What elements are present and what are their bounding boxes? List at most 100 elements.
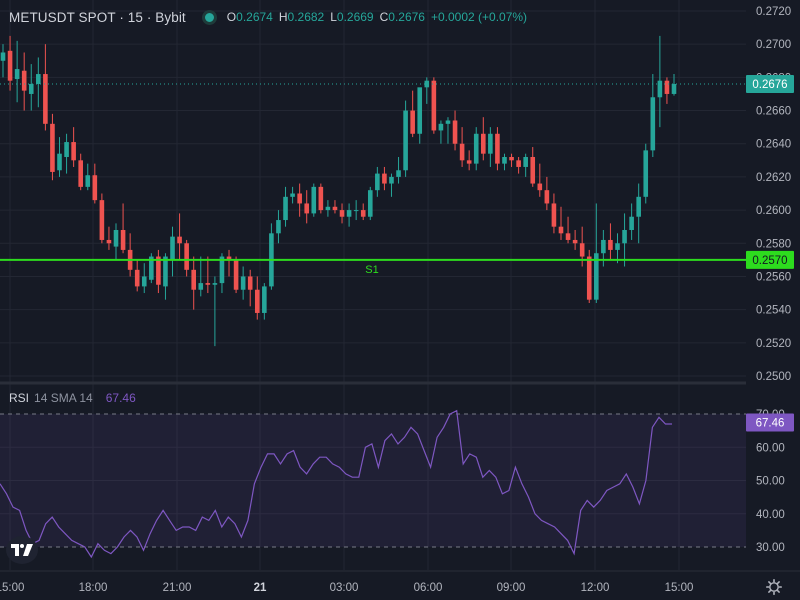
- candle: [389, 173, 394, 197]
- price-tick-label: 0.2640: [756, 139, 791, 151]
- candle-body: [346, 210, 352, 217]
- candle-body: [544, 190, 550, 204]
- time-tick-label: 06:00: [414, 582, 443, 594]
- candle-body: [141, 276, 147, 287]
- axis-price-labels: 0.2676 0.2570 67.46: [746, 75, 794, 432]
- candle-body: [586, 256, 592, 300]
- candle: [353, 200, 359, 221]
- candle-body: [608, 239, 613, 250]
- rsi-legend[interactable]: RSI 14 SMA 14 67.46: [9, 391, 136, 405]
- candle-body: [629, 216, 634, 230]
- price-tick-label: 0.2720: [756, 6, 791, 18]
- candle-body: [134, 269, 140, 287]
- candle-body: [262, 286, 267, 313]
- candle-body: [85, 175, 91, 187]
- candle-body: [353, 210, 359, 212]
- candle-body: [78, 160, 83, 187]
- candle-body: [636, 196, 641, 217]
- price-tick-label: 0.2700: [756, 39, 791, 51]
- candle-body: [657, 80, 663, 98]
- candle: [64, 133, 69, 174]
- candle-body: [643, 150, 649, 197]
- candle: [516, 157, 521, 174]
- open-label: O: [226, 10, 237, 24]
- time-axis[interactable]: 15:00 18:00 21:00 21 03:00 06:00 09:00 12:00 15:…: [0, 570, 800, 600]
- candle-body: [283, 196, 288, 221]
- candle: [565, 216, 571, 244]
- rsi-tick-label: 60.00: [756, 442, 785, 454]
- candle-body: [36, 74, 41, 84]
- rsi-tick-label: 30.00: [756, 542, 785, 554]
- support-line-group[interactable]: S1: [0, 258, 746, 276]
- candle: [134, 259, 140, 292]
- candle-body: [537, 183, 543, 191]
- candle-body: [240, 276, 246, 290]
- candle: [375, 166, 380, 197]
- candle-body: [184, 243, 189, 270]
- rsi-params: 14 SMA 14: [34, 391, 93, 405]
- candle-body: [509, 157, 514, 161]
- candle: [226, 249, 232, 277]
- candle-body: [572, 239, 578, 244]
- candle: [488, 127, 493, 167]
- candle: [198, 256, 204, 297]
- candle: [466, 150, 472, 171]
- time-axis-background: [0, 570, 800, 600]
- candle: [14, 40, 20, 103]
- candle-body: [615, 243, 620, 250]
- candle: [247, 269, 253, 307]
- candle: [622, 213, 627, 267]
- candle-body: [417, 87, 423, 134]
- price-tick-label: 0.2660: [756, 106, 791, 118]
- gear-icon[interactable]: [764, 577, 784, 597]
- candle-body: [113, 230, 119, 247]
- candle-body: [325, 206, 331, 211]
- candle-body: [551, 203, 557, 227]
- support-price-badge-box: [746, 250, 794, 269]
- candle-body: [28, 84, 34, 94]
- candle: [636, 183, 641, 244]
- candle: [431, 77, 437, 134]
- time-tick-label: 12:00: [581, 582, 610, 594]
- candle: [495, 127, 500, 171]
- candle: [403, 100, 408, 177]
- candle: [233, 256, 239, 294]
- candle-body: [163, 256, 168, 287]
- candle-body: [367, 190, 373, 217]
- candle-body: [212, 283, 218, 285]
- candle: [551, 193, 557, 234]
- candle: [240, 266, 246, 300]
- candle-body: [495, 133, 500, 164]
- candle: [346, 203, 352, 227]
- chart-header: METUSDT SPOT · 15 · Bybit O 0.2674 H 0.268…: [9, 8, 527, 26]
- candle-body: [339, 210, 345, 217]
- candle-body: [71, 142, 76, 161]
- candle-body: [254, 289, 260, 313]
- candle-body: [389, 176, 394, 184]
- candle-body: [21, 70, 27, 91]
- price-axis-background: [746, 0, 800, 570]
- price-tick-label: 0.2540: [756, 305, 791, 317]
- candle: [184, 239, 189, 277]
- candle: [7, 35, 13, 91]
- candle: [424, 77, 430, 104]
- time-tick-label: 15:00: [665, 582, 694, 594]
- candle: [608, 223, 613, 260]
- tradingview-logo-icon[interactable]: [6, 536, 38, 564]
- candle: [502, 153, 507, 171]
- candle-body: [276, 220, 281, 234]
- candle: [163, 253, 168, 300]
- candle-body: [565, 233, 571, 240]
- candle: [120, 203, 126, 254]
- candle: [177, 213, 182, 260]
- candle: [0, 44, 6, 78]
- candle: [156, 249, 161, 294]
- rsi-value-badge: 67.46: [746, 413, 794, 432]
- price-change: +0.0002 (+0.07%): [430, 10, 528, 24]
- candle: [382, 166, 387, 191]
- candle-body: [671, 84, 677, 94]
- candle: [212, 276, 218, 347]
- price-axis[interactable]: 0.27200.27000.26800.26600.26400.26200.26…: [746, 0, 800, 570]
- symbol-title[interactable]: METUSDT SPOT · 15 · Bybit: [9, 9, 186, 25]
